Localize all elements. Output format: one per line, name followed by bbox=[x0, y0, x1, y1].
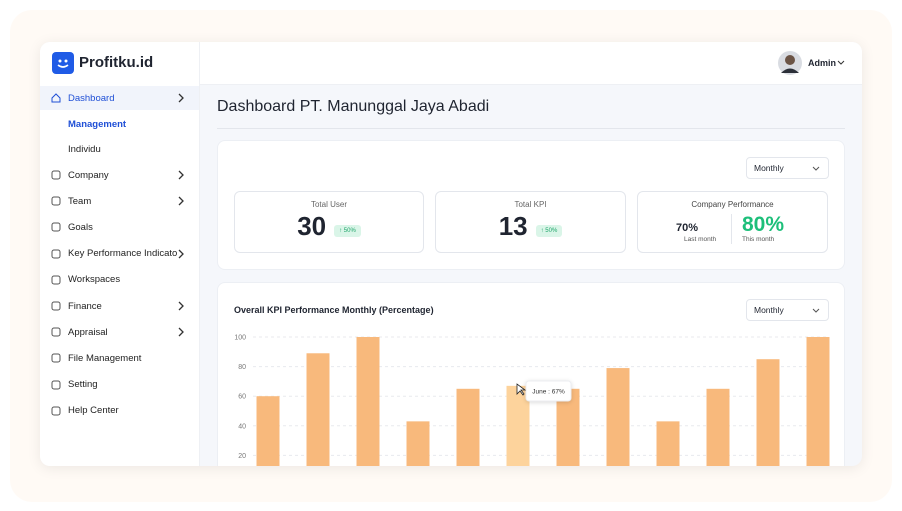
stat-label: Company Performance bbox=[691, 200, 774, 209]
chevron bbox=[837, 60, 845, 65]
dropdown-label: Monthly bbox=[754, 163, 784, 173]
menu-item[interactable]: File Management bbox=[40, 346, 199, 370]
y-tick-label: 60 bbox=[238, 394, 246, 401]
last-label: Last month bbox=[684, 236, 717, 243]
stat-box: Total User 30 ↑ 50% bbox=[234, 191, 424, 253]
tooltip-text: June : 67% bbox=[532, 389, 565, 396]
chart: 20 40 60 80 100 June : 67% bbox=[234, 335, 830, 466]
chart-card: Overall KPI Performance Monthly (Percent… bbox=[217, 282, 845, 466]
chart-title: Overall KPI Performance Monthly (Percent… bbox=[234, 305, 434, 315]
user-name[interactable]: Admin bbox=[808, 58, 836, 68]
this-value: 80% bbox=[742, 213, 785, 236]
bar bbox=[756, 359, 780, 466]
app-window: Profitku.id Dashboard Management Individ… bbox=[40, 42, 862, 466]
menu-label: Finance bbox=[68, 300, 102, 312]
bar bbox=[356, 337, 380, 466]
menu-label: Help Center bbox=[68, 405, 119, 417]
divider bbox=[731, 214, 732, 244]
menu-label: Workspaces bbox=[68, 274, 121, 286]
change-text: 50% bbox=[343, 227, 356, 234]
cursor bbox=[516, 383, 527, 396]
stat-box: Total KPI 13 ↑ 50% bbox=[435, 191, 626, 253]
menu-label: Team bbox=[68, 195, 92, 207]
menu-label: Appraisal bbox=[68, 326, 108, 338]
menu-label: Setting bbox=[68, 379, 98, 391]
avatar[interactable] bbox=[778, 51, 802, 75]
bar bbox=[706, 388, 730, 466]
top-bar: Admin bbox=[200, 42, 862, 85]
divider bbox=[217, 128, 845, 129]
menu-item[interactable]: Finance bbox=[40, 294, 199, 318]
bar bbox=[806, 337, 830, 466]
stat-label: Total KPI bbox=[514, 200, 547, 209]
stat-change: ↑ 50% bbox=[535, 224, 563, 237]
y-tick-label: 100 bbox=[234, 335, 246, 342]
submenu-item[interactable]: Management bbox=[40, 112, 199, 136]
summary-card: Monthly Total User 30 ↑ 50% Total KPI 13 ↑… bbox=[217, 140, 845, 270]
bar bbox=[456, 388, 480, 466]
menu-label: Management bbox=[68, 118, 127, 130]
menu-item[interactable]: Help Center bbox=[40, 399, 199, 423]
page-title: Dashboard PT. Manunggal Jaya Abadi bbox=[217, 98, 490, 115]
bar bbox=[306, 353, 330, 466]
menu-label: Dashboard bbox=[68, 92, 115, 104]
stat-change: ↑ 50% bbox=[334, 224, 361, 237]
last-value: 70% bbox=[676, 222, 699, 234]
bar bbox=[556, 388, 580, 466]
sidebar: Profitku.id Dashboard Management Individ… bbox=[40, 42, 200, 466]
this-label: This month bbox=[742, 236, 775, 243]
change-text: 50% bbox=[545, 227, 558, 234]
menu-item[interactable]: Goals bbox=[40, 215, 199, 239]
menu-item[interactable]: Team bbox=[40, 189, 199, 213]
stat-value: 13 bbox=[498, 211, 528, 241]
y-tick-label: 80 bbox=[238, 364, 246, 371]
period-dropdown[interactable]: Monthly bbox=[746, 157, 829, 179]
bar bbox=[506, 385, 530, 466]
menu-label: Goals bbox=[68, 221, 93, 233]
menu-label: File Management bbox=[68, 352, 142, 364]
bar bbox=[656, 421, 680, 466]
y-tick-label: 40 bbox=[238, 423, 246, 430]
menu-item[interactable]: Key Performance Indicato bbox=[40, 242, 199, 266]
submenu-item[interactable]: Individu bbox=[40, 137, 199, 161]
stat-label: Total User bbox=[310, 200, 347, 209]
menu-label: Individu bbox=[68, 143, 101, 155]
menu-label: Key Performance Indicato bbox=[68, 248, 178, 260]
bar bbox=[256, 396, 280, 466]
bar bbox=[406, 421, 430, 466]
bar bbox=[606, 368, 630, 466]
y-tick-label: 20 bbox=[238, 453, 246, 460]
menu-item[interactable]: Company bbox=[40, 163, 199, 187]
performance-box: Company Performance 70% Last month 80% T… bbox=[637, 191, 828, 253]
stat-value: 30 bbox=[297, 211, 327, 241]
menu-item[interactable]: Workspaces bbox=[40, 268, 199, 292]
dropdown-label: Monthly bbox=[754, 305, 784, 315]
period-dropdown[interactable]: Monthly bbox=[746, 299, 829, 321]
menu-label: Company bbox=[68, 169, 109, 181]
tooltip bbox=[525, 380, 572, 402]
menu-item[interactable]: Setting bbox=[40, 373, 199, 397]
logo-text: Profitku.id bbox=[79, 54, 154, 71]
menu-item[interactable]: Appraisal bbox=[40, 320, 199, 344]
logo-icon bbox=[52, 52, 74, 74]
menu-item[interactable]: Dashboard bbox=[40, 86, 199, 110]
